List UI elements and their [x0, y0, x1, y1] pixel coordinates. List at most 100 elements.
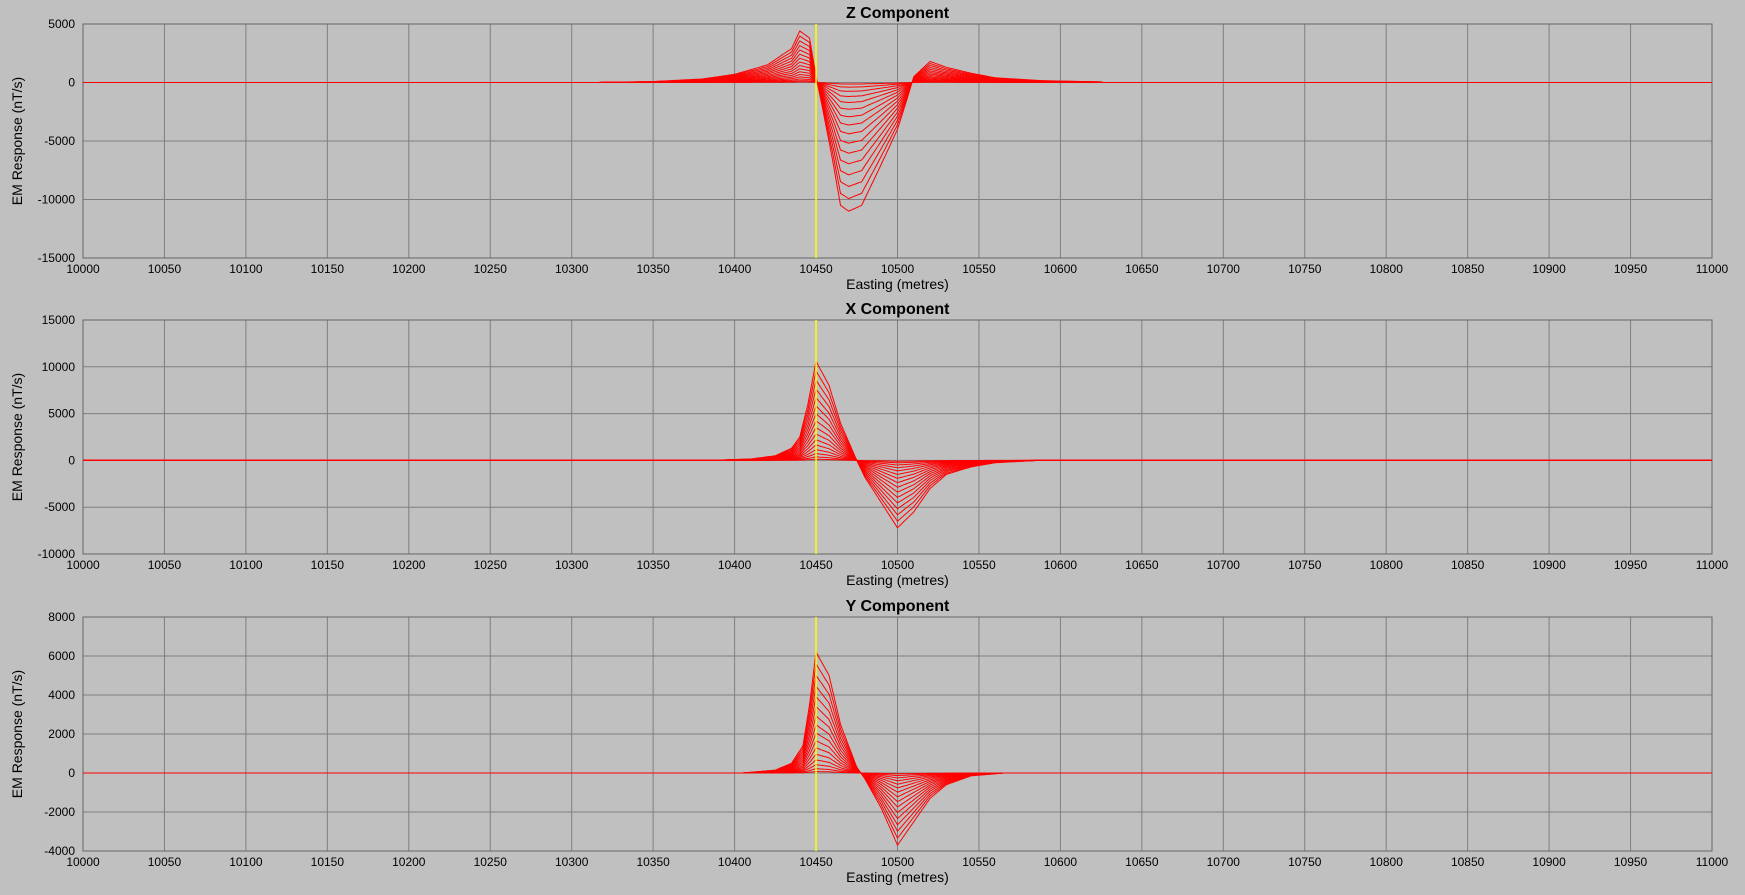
x-axis-label: Easting (metres) [846, 869, 949, 885]
x-tick-label: 10850 [1451, 855, 1485, 869]
x-tick-label: 10850 [1451, 262, 1485, 276]
x-tick-label: 10750 [1288, 262, 1322, 276]
x-tick-label: 10000 [66, 558, 100, 572]
x-tick-label: 10750 [1288, 855, 1322, 869]
x-tick-label: 10700 [1207, 855, 1241, 869]
x-tick-label: 10000 [66, 262, 100, 276]
y-tick-label: -5000 [44, 134, 75, 148]
y-tick-label: 2000 [48, 727, 75, 741]
x-tick-label: 10950 [1614, 262, 1648, 276]
y-tick-label: 8000 [48, 610, 75, 624]
x-tick-label: 10700 [1207, 558, 1241, 572]
x-tick-label: 10650 [1125, 262, 1159, 276]
chart-title: Z Component [846, 5, 950, 22]
plot-frame [82, 616, 1713, 852]
x-tick-label: 10100 [229, 262, 263, 276]
series-line [83, 30, 1712, 212]
x-tick-label: 10500 [881, 855, 915, 869]
x-tick-label: 11000 [1696, 558, 1729, 572]
x-tick-label: 10300 [555, 855, 589, 869]
x-tick-label: 10000 [66, 855, 100, 869]
y-tick-label: 5000 [48, 407, 75, 421]
x-axis-label: Easting (metres) [846, 276, 949, 292]
chart-panel-3: Y Component 10000 10050 10100 10150 10200 1025… [9, 598, 1729, 885]
x-tick-label: 10050 [148, 558, 182, 572]
x-tick-label: 10650 [1125, 558, 1159, 572]
x-tick-label: 10100 [229, 855, 263, 869]
x-tick-label: 10900 [1532, 262, 1566, 276]
x-tick-label: 10050 [148, 262, 182, 276]
x-tick-label: 10450 [799, 558, 833, 572]
x-tick-label: 10700 [1207, 262, 1241, 276]
x-tick-label: 10200 [392, 855, 426, 869]
plot-frame [82, 319, 1713, 555]
x-tick-label: 10350 [636, 558, 670, 572]
series-line [83, 359, 1712, 529]
x-tick-label: 10200 [392, 262, 426, 276]
x-tick-label: 10400 [718, 558, 752, 572]
x-tick-label: 10250 [474, 855, 508, 869]
x-tick-label: 10350 [636, 855, 670, 869]
x-tick-label: 10900 [1532, 558, 1566, 572]
y-tick-label: -5000 [44, 500, 75, 514]
chart-title: Y Component [846, 598, 950, 615]
x-tick-label: 10550 [962, 855, 996, 869]
x-tick-label: 10600 [1044, 558, 1078, 572]
x-tick-label: 10500 [881, 262, 915, 276]
x-tick-label: 11000 [1696, 262, 1729, 276]
x-tick-label: 10100 [229, 558, 263, 572]
y-tick-label: 10000 [42, 360, 76, 374]
y-tick-label: -10000 [38, 547, 76, 561]
chart-title: X Component [846, 301, 951, 318]
x-tick-label: 11000 [1696, 855, 1729, 869]
x-tick-label: 10350 [636, 262, 670, 276]
y-axis-label: EM Response (nT/s) [9, 373, 25, 501]
x-tick-label: 10950 [1614, 855, 1648, 869]
x-tick-label: 10150 [311, 262, 345, 276]
x-tick-label: 10550 [962, 558, 996, 572]
x-tick-label: 10400 [718, 262, 752, 276]
x-tick-label: 10400 [718, 855, 752, 869]
y-tick-label: 5000 [48, 17, 75, 31]
x-tick-label: 10250 [474, 262, 508, 276]
x-tick-label: 10500 [881, 558, 915, 572]
x-axis-label: Easting (metres) [846, 572, 949, 588]
y-tick-label: -2000 [44, 805, 75, 819]
x-tick-label: 10950 [1614, 558, 1648, 572]
y-tick-label: 0 [68, 76, 75, 90]
y-tick-label: 0 [68, 453, 75, 467]
plot-frame [82, 23, 1713, 259]
x-tick-label: 10450 [799, 855, 833, 869]
x-tick-label: 10150 [311, 855, 345, 869]
x-tick-label: 10600 [1044, 855, 1078, 869]
x-tick-label: 10250 [474, 558, 508, 572]
chart-panel-1: Z Component 10000 10050 10100 10150 10200 1025… [9, 5, 1729, 292]
x-tick-label: 10150 [311, 558, 345, 572]
x-tick-label: 10600 [1044, 262, 1078, 276]
y-tick-label: 0 [68, 766, 75, 780]
y-tick-label: -4000 [44, 844, 75, 858]
y-tick-label: -15000 [38, 251, 76, 265]
x-tick-label: 10550 [962, 262, 996, 276]
y-tick-label: 6000 [48, 649, 75, 663]
y-axis-label: EM Response (nT/s) [9, 670, 25, 798]
series-line [83, 650, 1712, 847]
y-tick-label: 4000 [48, 688, 75, 702]
x-tick-label: 10050 [148, 855, 182, 869]
x-tick-label: 10650 [1125, 855, 1159, 869]
x-tick-label: 10800 [1370, 855, 1404, 869]
x-tick-label: 10300 [555, 558, 589, 572]
chart-panel-2: X Component 10000 10050 10100 10150 10200 1025… [9, 301, 1729, 588]
x-tick-label: 10900 [1532, 855, 1566, 869]
y-axis-label: EM Response (nT/s) [9, 77, 25, 205]
x-tick-label: 10200 [392, 558, 426, 572]
x-tick-label: 10800 [1370, 262, 1404, 276]
x-tick-label: 10450 [799, 262, 833, 276]
y-tick-label: -10000 [38, 193, 76, 207]
x-tick-label: 10800 [1370, 558, 1404, 572]
x-tick-label: 10850 [1451, 558, 1485, 572]
x-tick-label: 10750 [1288, 558, 1322, 572]
x-tick-label: 10300 [555, 262, 589, 276]
y-tick-label: 15000 [42, 313, 76, 327]
